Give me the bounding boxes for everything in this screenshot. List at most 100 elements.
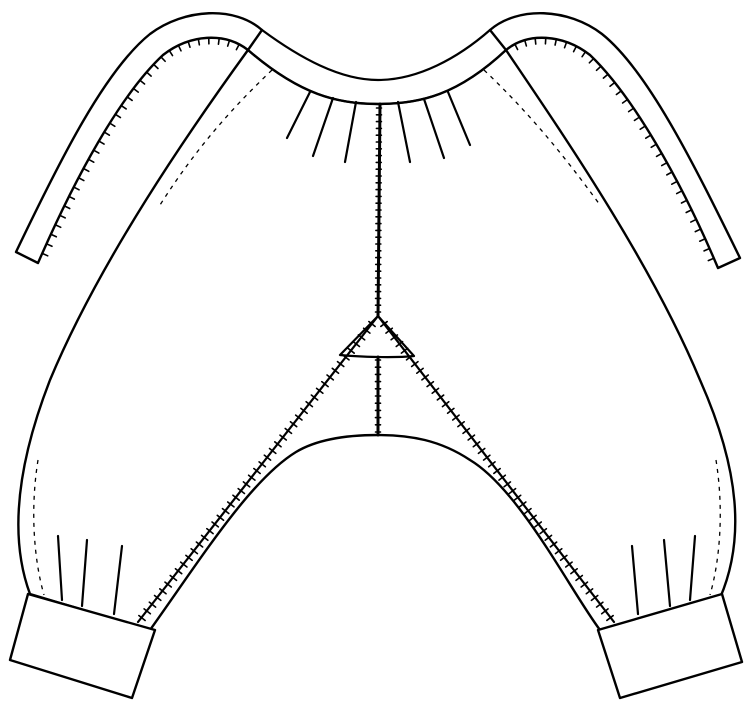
- right-strap-stitch: [572, 45, 578, 53]
- right-strap-stitch: [650, 143, 658, 149]
- right-inseam-stitch: [436, 394, 445, 401]
- left-inseam-stitch: [368, 320, 376, 328]
- right-inseam-stitch: [539, 527, 548, 535]
- left-inseam-stitch: [347, 347, 356, 354]
- right-inseam-stitch: [518, 501, 527, 508]
- right-strap-stitch: [514, 43, 519, 51]
- right-inseam-stitch: [564, 561, 573, 568]
- right-inseam-stitch: [477, 447, 486, 455]
- gather-lines-left-leg: [56, 534, 124, 616]
- left-strap-stitch: [108, 122, 116, 128]
- right-inseam-stitch: [590, 594, 599, 602]
- left-strap-stitch: [177, 44, 182, 52]
- right-inseam-stitch: [528, 514, 537, 522]
- right-inseam-stitch: [441, 400, 450, 408]
- right-inseam-stitch: [431, 387, 440, 395]
- left-inseam-stitch: [164, 581, 173, 588]
- right-inseam-stitch: [595, 601, 604, 608]
- right-inseam-stitch: [395, 340, 404, 348]
- left-inseam-stitch: [179, 561, 188, 568]
- right-inseam-stitch: [559, 554, 568, 562]
- left-strap-stitch: [145, 71, 152, 77]
- left-inseam-stitch: [242, 481, 251, 488]
- right-inseam-stitch: [451, 414, 460, 421]
- left-strap-stitch: [50, 233, 58, 238]
- right-topstitch-upper: [483, 69, 601, 206]
- right-strap-stitch: [621, 98, 629, 104]
- left-strap-stitch: [152, 63, 159, 70]
- left-inseam-stitch: [362, 327, 371, 334]
- right-inseam-stitch: [426, 380, 435, 388]
- left-inseam-stitch: [289, 420, 298, 428]
- right-inseam-stitch: [446, 407, 455, 415]
- left-strap-stitch: [217, 37, 221, 46]
- left-strap-stitch: [92, 149, 100, 154]
- right-inseam-stitch: [462, 427, 471, 435]
- right-inseam-stitch: [415, 367, 424, 375]
- left-strap-stitch: [63, 205, 71, 210]
- right-inseam-stitch: [554, 547, 563, 555]
- right-inseam-stitch: [549, 541, 558, 548]
- left-inseam-stitch: [294, 414, 303, 421]
- right-strap-stitch: [609, 81, 616, 88]
- left-inseam-stitch: [138, 614, 146, 622]
- left-inseam-stitch: [357, 334, 366, 341]
- right-strap: [488, 12, 742, 270]
- left-strap-stitch: [126, 96, 133, 102]
- right-strap-stitch: [523, 39, 528, 47]
- left-strap-stitch: [160, 56, 166, 63]
- left-inseam-stitch: [221, 507, 230, 515]
- left-inseam-stitch: [310, 394, 319, 401]
- left-inseam-stitch: [153, 594, 162, 602]
- right-inseam-stitch: [585, 588, 594, 595]
- right-strap-stitch: [689, 218, 698, 223]
- left-inseam-stitch: [206, 527, 214, 535]
- neckline-binding: [260, 28, 492, 82]
- right-inseam-stitch: [410, 360, 419, 368]
- left-inseam-stitch: [315, 387, 324, 395]
- left-inseam-stitch: [352, 340, 361, 348]
- right-inseam-stitch: [472, 441, 481, 448]
- right-strap-stitch: [680, 199, 688, 204]
- left-strap-stitch: [58, 214, 66, 219]
- left-strap-stitch: [132, 87, 140, 93]
- right-inseam-stitch: [513, 494, 522, 501]
- left-strap-stitch: [103, 131, 111, 136]
- left-strap-stitch: [226, 39, 231, 47]
- left-inseam-stitch: [211, 521, 220, 528]
- right-inseam-stitch: [503, 481, 512, 488]
- left-inseam-stitch: [273, 441, 282, 448]
- left-inseam-stitch: [190, 547, 199, 555]
- right-inseam-stitch: [493, 467, 501, 475]
- left-strap-stitch: [98, 140, 105, 145]
- right-strap-stitch: [666, 171, 673, 176]
- left-inseam-stitch: [174, 567, 183, 575]
- left-inseam-stitch: [216, 514, 225, 522]
- left-inseam-stitch: [143, 608, 152, 615]
- right-inseam-stitch: [600, 608, 609, 615]
- right-inseam-stitch: [467, 434, 476, 441]
- right-strap-stitch: [660, 161, 668, 167]
- left-cuff: [8, 592, 157, 700]
- right-inseam-stitch: [544, 534, 553, 542]
- left-strap-stitch: [187, 40, 191, 49]
- left-strap-stitch: [120, 104, 127, 110]
- right-strap-stitch: [707, 257, 715, 262]
- stitch-ticks: [41, 36, 715, 622]
- left-strap-stitch: [168, 49, 174, 57]
- right-inseam-stitch: [606, 614, 614, 622]
- left-inseam-stitch: [247, 474, 256, 481]
- left-inseam-stitch: [268, 447, 277, 455]
- right-inseam-stitch: [390, 334, 399, 341]
- right-strap-stitch: [627, 107, 635, 113]
- left-inseam-stitch: [258, 461, 267, 468]
- left-inseam-stitch: [158, 588, 167, 595]
- right-strap-stitch: [655, 152, 663, 158]
- left-strap-stitch: [68, 195, 76, 200]
- right-strap-stitch: [671, 180, 678, 185]
- right-inseam-stitch: [457, 420, 466, 428]
- left-strap-stitch: [77, 176, 85, 182]
- right-strap-stitch: [615, 90, 623, 96]
- left-inseam-stitch: [185, 554, 193, 562]
